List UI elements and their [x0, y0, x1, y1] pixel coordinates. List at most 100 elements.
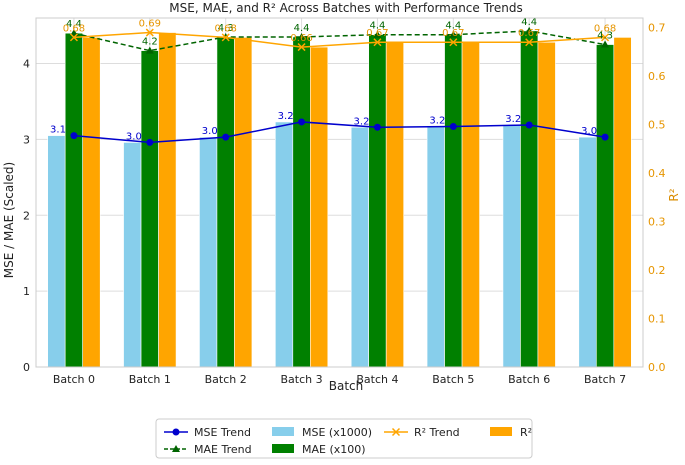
point-mae-trend: [601, 40, 610, 48]
legend-label-r-trend: R² Trend: [414, 426, 460, 439]
point-mae-trend: [297, 32, 306, 40]
point-r2-trend: [601, 33, 610, 42]
x-tick-label: Batch 0: [53, 373, 95, 386]
y-tick-label-right: 0.4: [648, 167, 666, 180]
data-label-mae-trend: 4.3: [218, 23, 234, 34]
bar-mae-x100-: [64, 32, 83, 368]
x-tick-label: Batch 3: [281, 373, 323, 386]
trend-lines: [69, 26, 610, 146]
bar-r-: [158, 32, 177, 368]
data-label-mae-trend: 4.3: [597, 31, 613, 42]
bar-mse-x1000-: [123, 142, 142, 368]
data-label-mae-trend: 4.4: [294, 23, 310, 34]
x-tick-label: Batch 6: [508, 373, 550, 386]
y-tick-label-right: 0.0: [648, 361, 666, 374]
line-r-trend: [73, 31, 606, 48]
point-r2-trend: [525, 38, 534, 47]
point-mse-trend: [373, 123, 381, 131]
plot-frame: [35, 17, 644, 368]
y-tick-label-right: 0.1: [648, 313, 666, 326]
legend: MSE Trend MAE Trend MSE (x1000) MAE (x100) R…: [155, 418, 533, 459]
bar-mae-x100-: [444, 34, 463, 368]
point-mae-trend: [449, 30, 458, 38]
y-tick-label-left: 0: [23, 361, 30, 374]
x-tick-label: Batch 4: [356, 373, 398, 386]
bar-mse-x1000-: [275, 121, 294, 368]
data-label-mse-trend: 3.2: [429, 115, 445, 126]
y-tick-label-left: 2: [23, 209, 30, 222]
x-tick-label: Batch 1: [129, 373, 171, 386]
data-label-r-trend: 0.67: [518, 28, 540, 39]
point-mse-trend: [146, 138, 154, 146]
data-label-mse-trend: 3.2: [354, 116, 370, 127]
legend-marker-mse-trend: [172, 428, 180, 436]
legend-swatch-r: [490, 427, 512, 436]
bar-mse-x1000-: [350, 126, 369, 368]
legend-label-mse-x1000: MSE (x1000): [302, 426, 372, 439]
data-labels: 3.1 3.0 3.0 3.2 3.2 3.2 3.2 3.0 4.4 4.2 4.3 4.4 4.4 4…: [50, 17, 616, 143]
bar-mae-x100-: [368, 34, 387, 368]
axes: 0 1 2 3 4 0.0 0.1 0.2 0.3 0.4 0.5 0.6 0.7 Batch 0 Batc…: [23, 22, 666, 386]
point-mae-trend: [373, 30, 382, 38]
bar-mae-x100-: [216, 36, 235, 368]
point-r2-trend: [373, 38, 382, 47]
data-label-mae-trend: 4.4: [66, 19, 82, 30]
data-label-r-trend: 0.67: [366, 28, 388, 39]
bar-r-: [613, 37, 632, 368]
data-label-r-trend: 0.68: [63, 23, 85, 34]
bar-r-: [537, 41, 556, 368]
bar-mae-x100-: [596, 44, 615, 368]
data-label-mse-trend: 3.2: [505, 114, 521, 125]
point-r2-trend: [297, 43, 306, 52]
bar-mae-x100-: [292, 36, 311, 368]
y-tick-label-right: 0.5: [648, 119, 666, 132]
data-label-mse-trend: 3.1: [50, 125, 66, 136]
point-mse-trend: [298, 118, 306, 126]
x-tick-label: Batch 7: [584, 373, 626, 386]
y-tick-label-right: 0.7: [648, 22, 666, 35]
point-r2-trend: [145, 28, 154, 37]
bar-mae-x100-: [520, 30, 539, 368]
bar-mse-x1000-: [502, 124, 521, 368]
bar-mse-x1000-: [578, 136, 597, 368]
bar-mse-x1000-: [199, 136, 218, 368]
legend-marker-r-trend: [391, 427, 401, 437]
point-mse-trend: [222, 133, 230, 141]
data-label-mse-trend: 3.0: [126, 131, 142, 142]
data-label-mae-trend: 4.2: [142, 37, 158, 48]
point-mse-trend: [601, 133, 609, 141]
legend-swatch-mae-x100: [272, 444, 294, 453]
point-r2-trend: [221, 33, 230, 42]
y-tick-label-right: 0.6: [648, 70, 666, 83]
legend-marker-mae-trend: [172, 445, 180, 452]
data-label-mae-trend: 4.4: [369, 21, 385, 32]
bars: [47, 30, 632, 368]
x-axis-label: Batch: [329, 379, 364, 393]
point-r2-trend: [69, 33, 78, 42]
bar-r-: [82, 37, 101, 368]
bar-r-: [310, 46, 329, 368]
bar-mse-x1000-: [426, 126, 445, 368]
point-mse-trend: [70, 132, 78, 140]
line-mae-trend: [73, 30, 606, 52]
data-label-mae-trend: 4.4: [521, 17, 537, 28]
legend-label-mae-trend: MAE Trend: [194, 443, 252, 456]
legend-swatch-mse-x1000: [272, 427, 294, 436]
data-label-mse-trend: 3.0: [581, 126, 597, 137]
bar-r-: [234, 37, 253, 368]
line-mse-trend: [73, 121, 606, 144]
bar-mae-x100-: [140, 50, 159, 368]
legend-label-mae-x100: MAE (x100): [302, 443, 366, 456]
data-label-mse-trend: 3.2: [278, 111, 294, 122]
point-mse-trend: [525, 121, 533, 129]
y-tick-label-right: 0.3: [648, 216, 666, 229]
bar-r-: [385, 41, 404, 368]
point-mse-trend: [449, 122, 457, 130]
data-label-r-trend: 0.67: [442, 28, 464, 39]
y-tick-label-right: 0.2: [648, 264, 666, 277]
x-tick-label: Batch 2: [205, 373, 247, 386]
y-axis-label-left: MSE / MAE (Scaled): [2, 162, 16, 278]
y-tick-label-left: 4: [23, 58, 30, 71]
